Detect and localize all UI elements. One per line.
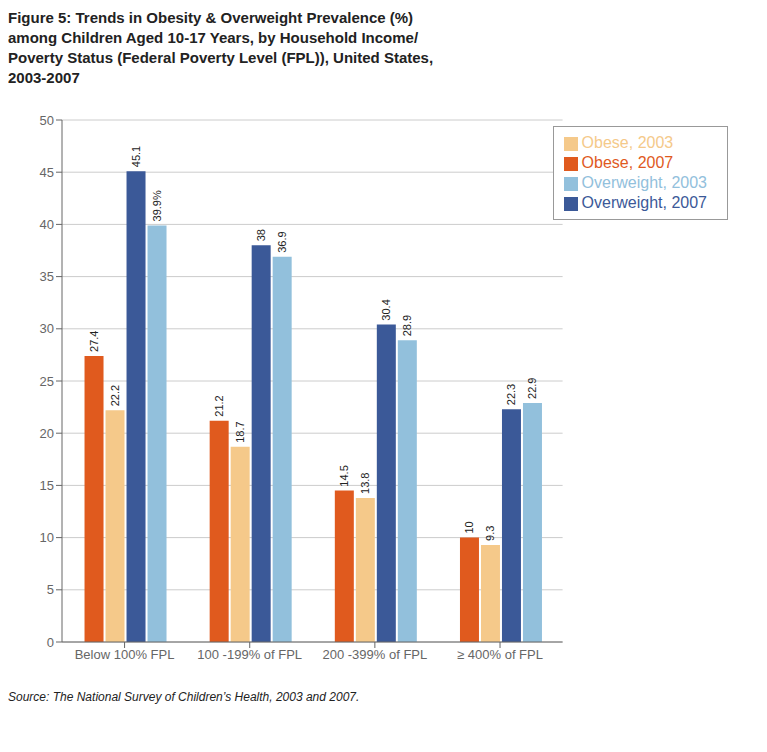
svg-text:18.7: 18.7	[234, 421, 246, 442]
svg-text:5: 5	[47, 582, 54, 597]
svg-text:10: 10	[463, 521, 475, 533]
html-text:Source: The National Survey of: Source: The National Survey of Children’…	[8, 690, 360, 704]
html-text:Poverty Status (Federal Povert: Poverty Status (Federal Poverty Level (F…	[8, 49, 434, 66]
svg-text:0: 0	[47, 635, 54, 650]
html-text:among Children Aged 10-17 Year: among Children Aged 10-17 Years, by Hous…	[8, 29, 419, 46]
svg-text:25: 25	[40, 374, 54, 389]
svg-text:10: 10	[40, 530, 54, 545]
svg-text:28.9: 28.9	[401, 315, 413, 336]
svg-text:100 -199% of FPL: 100 -199% of FPL	[197, 647, 302, 662]
svg-text:13.8: 13.8	[359, 473, 371, 494]
html-text:2003-2007: 2003-2007	[8, 69, 80, 86]
html-text:Obese, 2007: Obese, 2007	[581, 154, 674, 171]
svg-text:36.9: 36.9	[276, 231, 288, 252]
svg-text:45.1: 45.1	[130, 146, 142, 167]
html-text:Overweight, 2003: Overweight, 2003	[581, 174, 707, 191]
svg-text:27.4: 27.4	[88, 331, 100, 352]
svg-text:22.3: 22.3	[505, 384, 517, 405]
svg-text:38: 38	[255, 229, 267, 241]
svg-text:35: 35	[40, 269, 54, 284]
svg-text:21.2: 21.2	[213, 395, 225, 416]
html-text:Overweight, 2007: Overweight, 2007	[581, 194, 707, 211]
svg-text:22.9: 22.9	[526, 378, 538, 399]
svg-text:Below 100% FPL: Below 100% FPL	[75, 647, 175, 662]
svg-text:15: 15	[40, 478, 54, 493]
svg-text:45: 45	[40, 165, 54, 180]
svg-text:50: 50	[40, 113, 54, 128]
svg-text:14.5: 14.5	[338, 465, 350, 486]
svg-text:22.2: 22.2	[109, 385, 121, 406]
svg-text:39.9%: 39.9%	[151, 190, 163, 221]
svg-text:9.3: 9.3	[484, 526, 496, 541]
svg-text:30: 30	[40, 321, 54, 336]
html-text:Obese, 2003: Obese, 2003	[581, 134, 674, 151]
svg-text:40: 40	[40, 217, 54, 232]
svg-text:≥ 400% of FPL: ≥ 400% of FPL	[457, 647, 543, 662]
svg-text:20: 20	[40, 426, 54, 441]
html-text:Figure 5: Trends in Obesity &: Figure 5: Trends in Obesity & Overweight…	[8, 9, 414, 26]
svg-text:30.4: 30.4	[380, 299, 392, 320]
svg-text:200 -399% of FPL: 200 -399% of FPL	[322, 647, 427, 662]
